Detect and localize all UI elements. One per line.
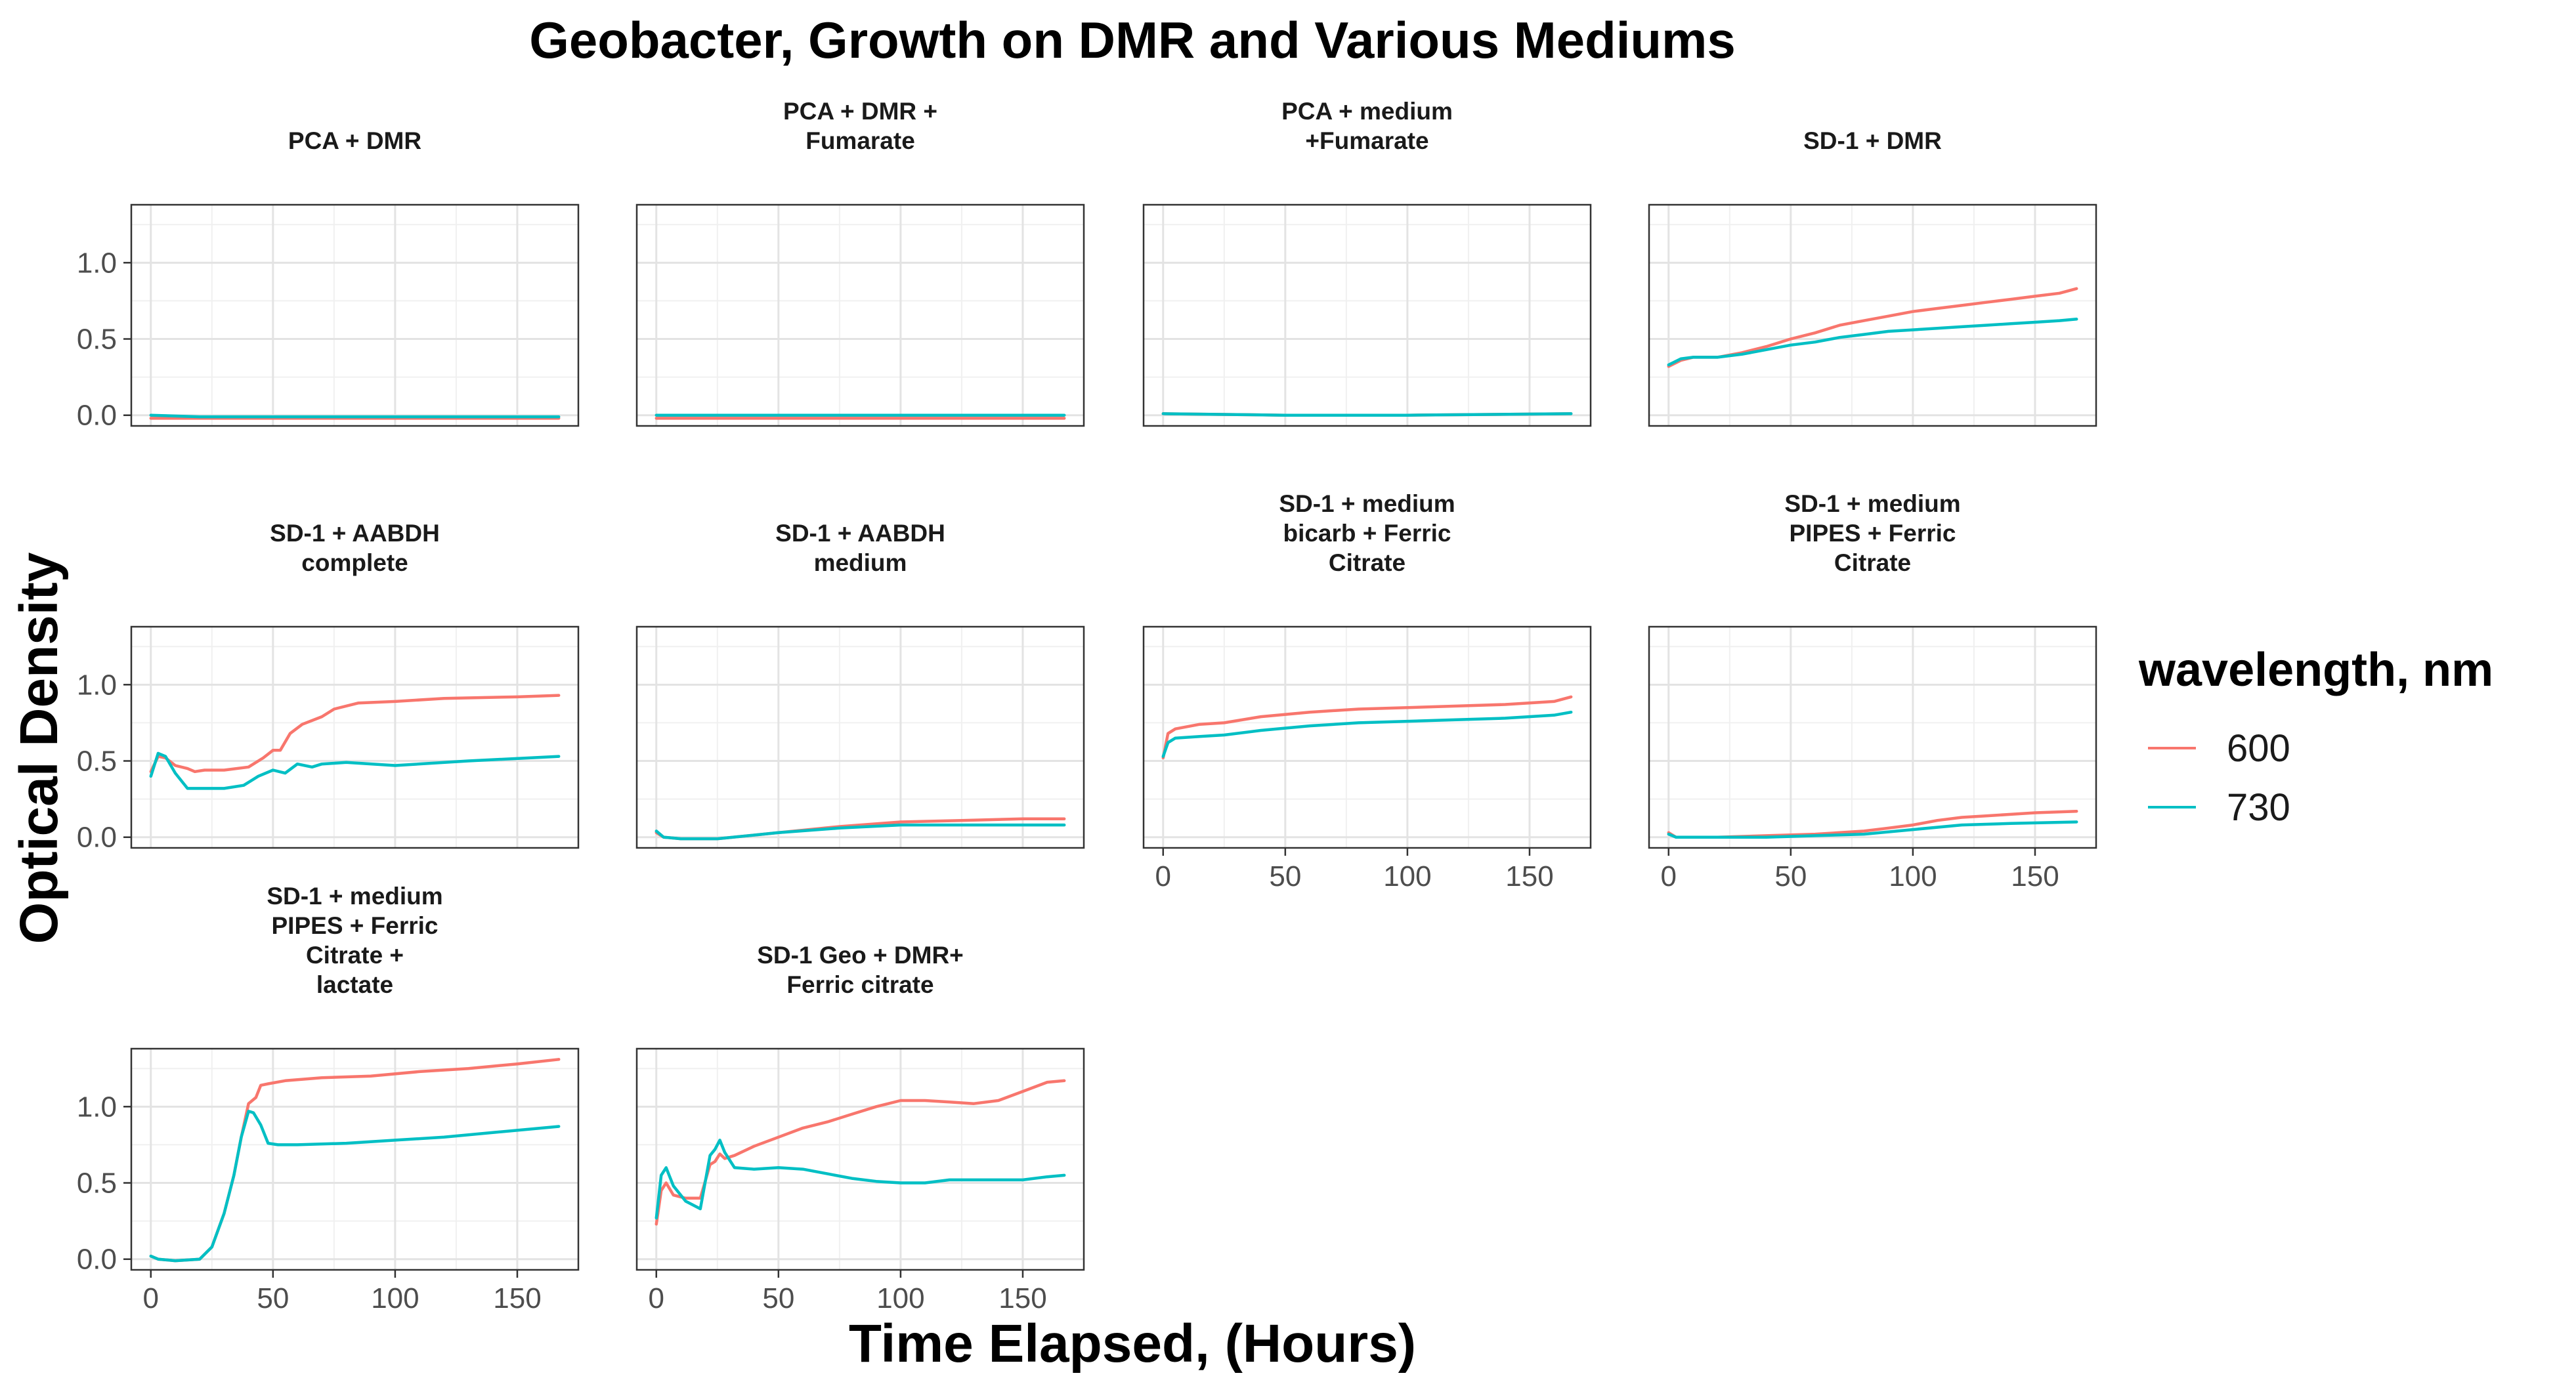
panel-title-line: Citrate bbox=[1329, 549, 1406, 576]
panel-10: SD-1 Geo + DMR+Ferric citrate 0 50 100 150 bbox=[635, 942, 1085, 1314]
panel-title-line: PIPES + Ferric bbox=[1790, 520, 1956, 547]
panel-background bbox=[131, 205, 578, 426]
series-line-730 bbox=[655, 1139, 1066, 1220]
panel-background bbox=[637, 1049, 1084, 1270]
series-line-600 bbox=[149, 694, 561, 774]
chart-title: Geobacter, Growth on DMR and Various Med… bbox=[529, 11, 1736, 69]
x-axis-title: Time Elapsed, (Hours) bbox=[849, 1314, 1416, 1374]
x-tick-label: 0 bbox=[1155, 860, 1171, 892]
x-tick-label: 150 bbox=[493, 1282, 541, 1314]
y-axis-title: Optical Density bbox=[9, 552, 69, 944]
panel-background bbox=[131, 1049, 578, 1270]
panel-title-line: Citrate bbox=[1834, 549, 1911, 576]
legend-label-730: 730 bbox=[2227, 786, 2290, 829]
panel-background bbox=[637, 627, 1084, 848]
panel-title-line: +Fumarate bbox=[1305, 127, 1428, 154]
panel-2: PCA + DMR +Fumarate bbox=[635, 98, 1085, 427]
y-tick-label: 1.0 bbox=[77, 669, 117, 701]
panel-background bbox=[131, 627, 578, 848]
panel-border bbox=[1142, 625, 1592, 849]
x-tick-label: 150 bbox=[2011, 860, 2059, 892]
y-tick-label: 0.5 bbox=[77, 1167, 117, 1200]
panel-4: SD-1 + DMR bbox=[1648, 127, 2097, 427]
y-tick-label: 1.0 bbox=[77, 247, 117, 279]
y-tick-label: 0.0 bbox=[77, 822, 117, 854]
panel-title-line: Ferric citrate bbox=[786, 971, 934, 998]
panel-title-line: SD-1 + AABDH bbox=[270, 520, 440, 547]
x-tick-label: 0 bbox=[649, 1282, 664, 1314]
legend: wavelength, nm 600 730 bbox=[2138, 644, 2493, 829]
x-tick-label: 50 bbox=[762, 1282, 794, 1314]
series-line-600 bbox=[1161, 695, 1573, 760]
panel-background bbox=[1144, 205, 1591, 426]
panel-title-line: Citrate + bbox=[306, 942, 404, 969]
legend-label-600: 600 bbox=[2227, 727, 2290, 770]
series-line-730 bbox=[1667, 318, 2078, 367]
panel-title-line: SD-1 Geo + DMR+ bbox=[757, 942, 964, 969]
legend-title: wavelength, nm bbox=[2138, 644, 2493, 696]
panel-title-line: SD-1 + medium bbox=[267, 883, 442, 910]
series-line-730 bbox=[149, 751, 561, 790]
panel-title-line: SD-1 + DMR bbox=[1803, 127, 1942, 154]
panel-title-line: PCA + medium bbox=[1281, 98, 1453, 125]
x-tick-label: 0 bbox=[143, 1282, 159, 1314]
panel-title-line: medium bbox=[814, 549, 907, 576]
panel-title-line: complete bbox=[301, 549, 408, 576]
panel-title-line: PIPES + Ferric bbox=[272, 912, 439, 939]
panel-border bbox=[1648, 203, 2097, 427]
series-line-730 bbox=[1161, 710, 1573, 758]
panel-background bbox=[637, 205, 1084, 426]
y-tick-label: 0.0 bbox=[77, 1244, 117, 1276]
y-tick-label: 0.5 bbox=[77, 746, 117, 778]
panel-title-line: SD-1 + medium bbox=[1784, 490, 1960, 517]
panel-title-line: SD-1 + AABDH bbox=[775, 520, 945, 547]
panel-border bbox=[130, 1047, 580, 1271]
y-tick-label: 0.0 bbox=[77, 400, 117, 432]
panel-title-line: SD-1 + medium bbox=[1279, 490, 1455, 517]
panel-title-line: lactate bbox=[316, 971, 393, 998]
panel-border bbox=[635, 625, 1085, 849]
panel-title-line: Fumarate bbox=[805, 127, 915, 154]
panel-border bbox=[635, 1047, 1085, 1271]
x-tick-label: 100 bbox=[1383, 860, 1431, 892]
panel-title-line: PCA + DMR bbox=[288, 127, 421, 154]
series-line-730 bbox=[1667, 820, 2078, 839]
x-tick-label: 100 bbox=[876, 1282, 924, 1314]
panel-3: PCA + medium+Fumarate bbox=[1142, 98, 1592, 427]
x-tick-label: 150 bbox=[1505, 860, 1553, 892]
panel-border bbox=[130, 203, 580, 427]
panel-background bbox=[1144, 627, 1591, 848]
panel-border bbox=[130, 625, 580, 849]
panel-border bbox=[635, 203, 1085, 427]
x-tick-label: 50 bbox=[1269, 860, 1301, 892]
x-tick-label: 100 bbox=[1889, 860, 1937, 892]
panel-1: PCA + DMR 0.0 0.5 1.0 bbox=[77, 127, 580, 432]
series-line-730 bbox=[1161, 412, 1573, 417]
panel-title-line: bicarb + Ferric bbox=[1283, 520, 1451, 547]
x-tick-label: 50 bbox=[1774, 860, 1807, 892]
panel-background bbox=[1649, 627, 2096, 848]
panel-background bbox=[1649, 205, 2096, 426]
panel-border bbox=[1648, 625, 2097, 849]
series-line-600 bbox=[655, 1079, 1066, 1226]
y-tick-label: 1.0 bbox=[77, 1091, 117, 1123]
x-tick-label: 50 bbox=[257, 1282, 289, 1314]
panel-title-line: PCA + DMR + bbox=[783, 98, 937, 125]
x-tick-label: 150 bbox=[998, 1282, 1046, 1314]
x-tick-label: 0 bbox=[1661, 860, 1677, 892]
y-tick-label: 0.5 bbox=[77, 324, 117, 356]
series-line-730 bbox=[149, 413, 561, 419]
series-line-730 bbox=[655, 823, 1066, 841]
x-tick-label: 100 bbox=[371, 1282, 419, 1314]
series-line-730 bbox=[149, 1110, 561, 1263]
panel-border bbox=[1142, 203, 1592, 427]
